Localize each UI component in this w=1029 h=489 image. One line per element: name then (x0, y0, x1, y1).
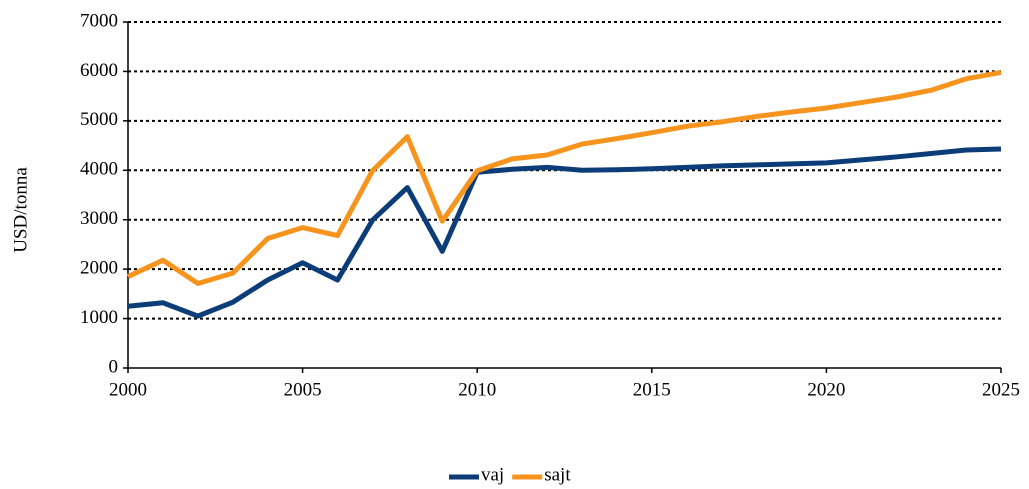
x-tick-label: 2000 (109, 379, 147, 400)
line (127, 146, 1002, 319)
x-tick-label: 2020 (807, 379, 845, 400)
legend-label: sajt (544, 464, 571, 485)
y-tick-label: 5000 (80, 109, 118, 130)
y-tick-label: 7000 (80, 10, 118, 31)
y-tick-label: 2000 (80, 258, 118, 279)
x-tick-label: 2010 (458, 379, 496, 400)
y-axis-label: USD/tonna (10, 167, 31, 253)
x-tick-label: 2005 (284, 379, 322, 400)
y-tick-label: 3000 (80, 208, 118, 229)
x-tick-label: 2015 (633, 379, 671, 400)
y-tick-label: 0 (109, 356, 119, 377)
y-tick-label: 1000 (80, 307, 118, 328)
line (126, 69, 1002, 286)
x-tick-label: 2025 (982, 379, 1020, 400)
legend-label: vaj (481, 464, 504, 485)
y-tick-label: 6000 (80, 60, 118, 81)
y-tick-label: 4000 (80, 159, 118, 180)
